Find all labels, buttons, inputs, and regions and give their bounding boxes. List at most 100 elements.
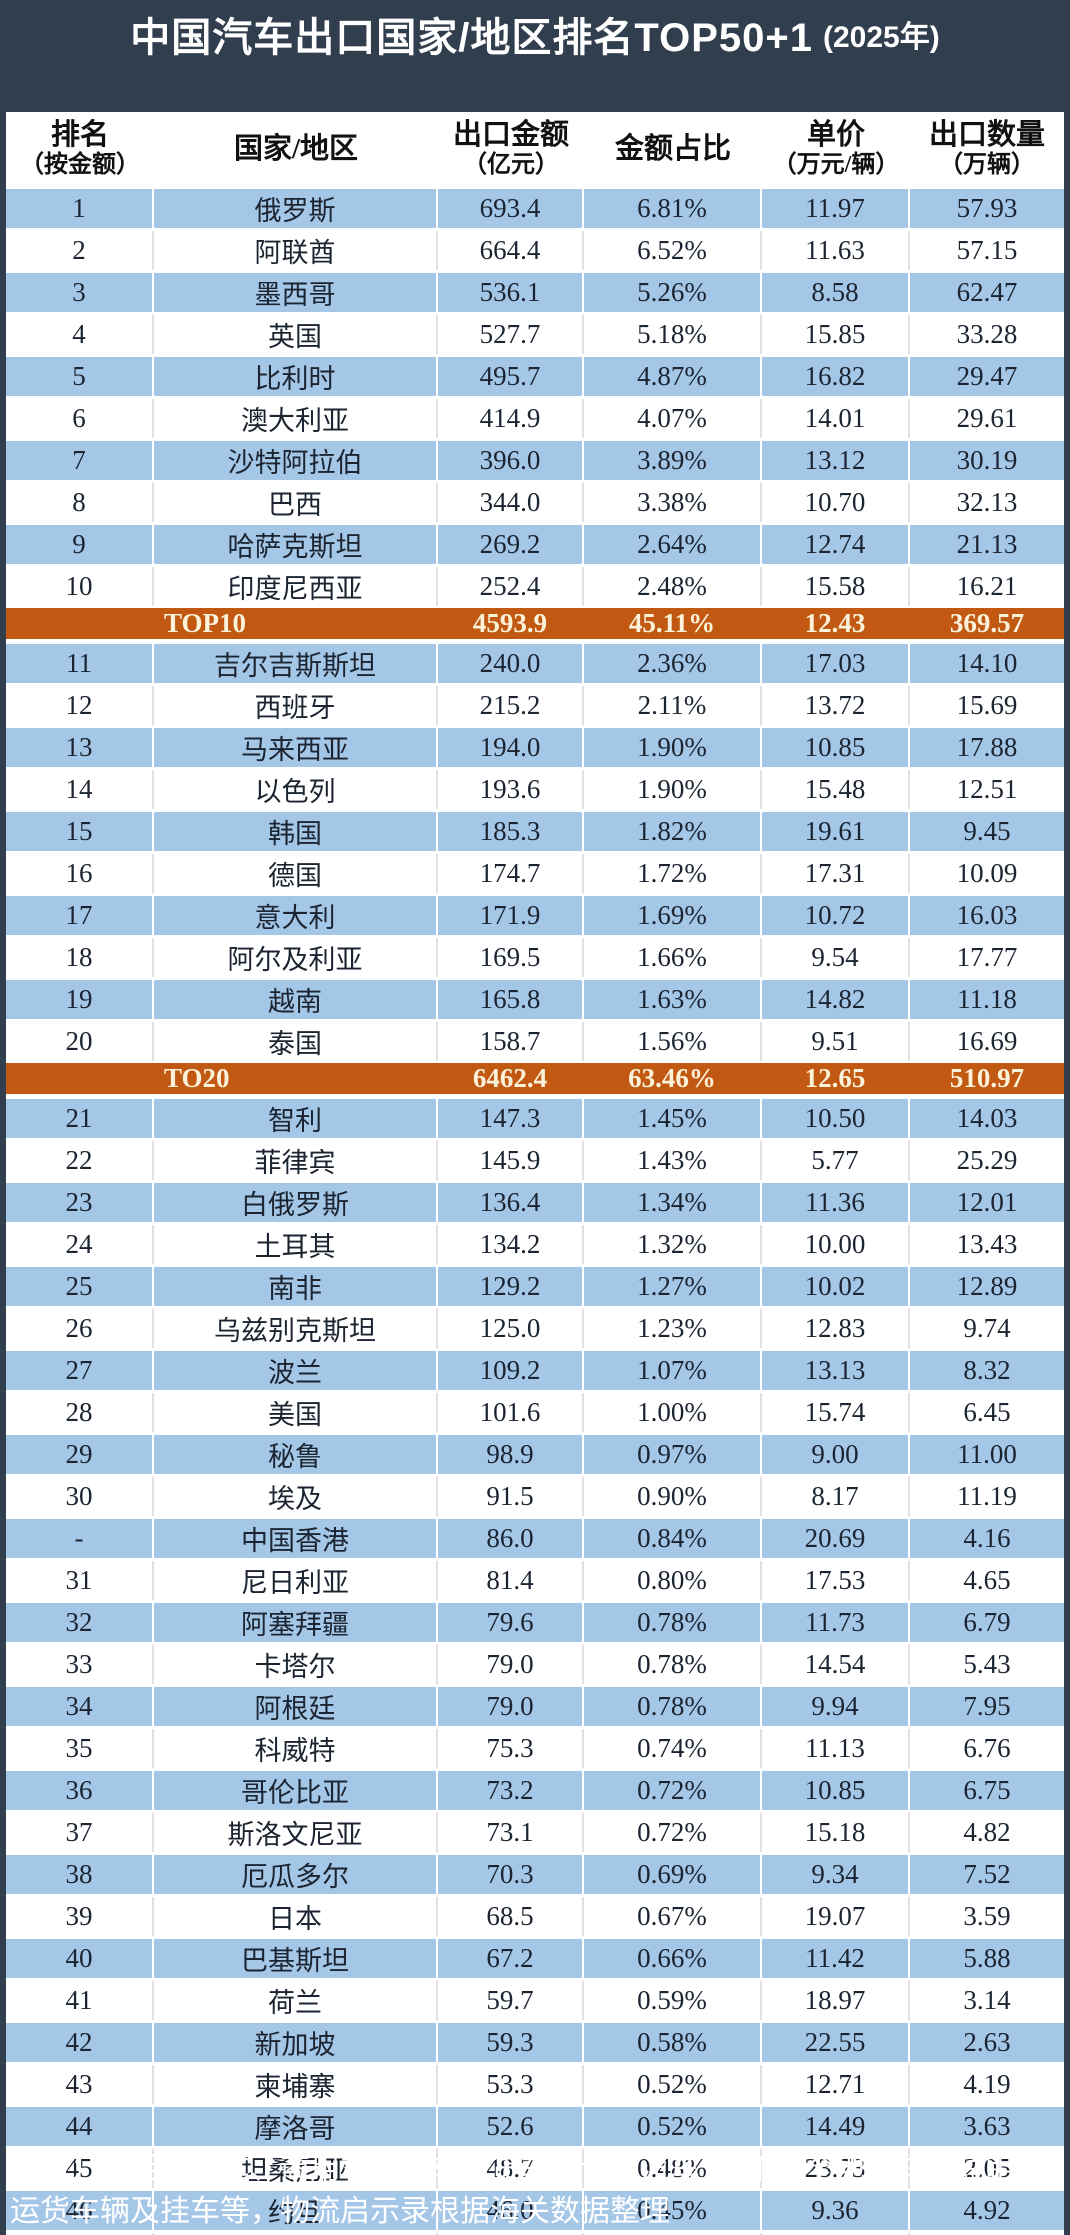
cell-qty: 3.14 <box>963 1985 1011 2015</box>
cell-qty: 3.59 <box>963 1901 1011 1931</box>
cell-name: 以色列 <box>154 770 438 809</box>
table-row: 19 越南 165.8 1.63% 14.82 11.18 <box>6 977 1064 1022</box>
cell-qty: 57.93 <box>956 193 1018 223</box>
cell-share: 0.69% <box>584 1855 762 1894</box>
cell-rank: 39 <box>6 1897 154 1936</box>
cell-name: 美国 <box>154 1393 438 1432</box>
cell-rank: 11 <box>6 644 154 683</box>
cell-name: 阿尔及利亚 <box>154 938 438 977</box>
cell-price: 11.63 <box>762 231 910 270</box>
table-row: 40 巴基斯坦 67.2 0.66% 11.42 5.88 <box>6 1936 1064 1981</box>
cell-price: 10.00 <box>762 1225 910 1264</box>
cell-rank: 36 <box>6 1771 154 1810</box>
cell-rank: 35 <box>6 1729 154 1768</box>
cell-rank: 42 <box>6 2023 154 2062</box>
cell-rank: 4 <box>6 315 154 354</box>
cell-share: 4.07% <box>584 399 762 438</box>
cell-qty: 15.69 <box>956 690 1018 720</box>
table-row: 39 日本 68.5 0.67% 19.07 3.59 <box>6 1897 1064 1936</box>
cell-amount: 185.3 <box>438 812 584 851</box>
cell-name: 斯洛文尼亚 <box>154 1813 438 1852</box>
cell-name: 哈萨克斯坦 <box>154 525 438 564</box>
column-header-4: 单价 （万元/辆） <box>762 112 910 186</box>
table-row: 2 阿联酋 664.4 6.52% 11.63 57.15 <box>6 231 1064 270</box>
cell-amount: 240.0 <box>438 644 584 683</box>
cell-name: 吉布提 <box>154 2233 438 2235</box>
cell-qty: 4.16 <box>963 1523 1011 1553</box>
table-row: 18 阿尔及利亚 169.5 1.66% 9.54 17.77 <box>6 938 1064 977</box>
cell-share: 0.78% <box>584 1603 762 1642</box>
cell-share: 1.23% <box>584 1309 762 1348</box>
cell-qty: 5.43 <box>963 1649 1011 1679</box>
cell-price: 12.74 <box>762 525 910 564</box>
cell-qty: 16.69 <box>956 1026 1018 1056</box>
cell-name: 吉尔吉斯斯坦 <box>154 644 438 683</box>
cell-name: 约旦 <box>154 2191 438 2230</box>
table-row: 12 西班牙 215.2 2.11% 13.72 15.69 <box>6 686 1064 725</box>
cell-rank: 38 <box>6 1855 154 1894</box>
cell-qty: 5.88 <box>963 1943 1011 1973</box>
cell-share: 0.59% <box>584 1981 762 2020</box>
cell-qty: 4.92 <box>963 2195 1011 2225</box>
cell-rank: 2 <box>6 231 154 270</box>
cell-qty: 32.13 <box>956 487 1018 517</box>
cell-rank: 43 <box>6 2065 154 2104</box>
cell-amount: 414.9 <box>438 399 584 438</box>
cell-rank: 9 <box>6 525 154 564</box>
cell-amount: 6462.4 <box>472 1063 548 1093</box>
table-row: 25 南非 129.2 1.27% 10.02 12.89 <box>6 1264 1064 1309</box>
cell-name: 波兰 <box>154 1351 438 1390</box>
cell-price: 10.02 <box>762 1267 910 1306</box>
cell-qty: 12.51 <box>956 774 1018 804</box>
table-row: 13 马来西亚 194.0 1.90% 10.85 17.88 <box>6 725 1064 770</box>
cell-qty: 6.75 <box>963 1775 1011 1805</box>
cell-name: 乌兹别克斯坦 <box>154 1309 438 1348</box>
cell-price: 10.70 <box>762 483 910 522</box>
cell-amount: 45.8 <box>438 2233 584 2235</box>
cell-rank: 18 <box>6 938 154 977</box>
cell-amount: 129.2 <box>438 1267 584 1306</box>
cell-name: 尼日利亚 <box>154 1561 438 1600</box>
table-row: 7 沙特阿拉伯 396.0 3.89% 13.12 30.19 <box>6 438 1064 483</box>
table-row: 46 约旦 46.0 0.45% 9.36 4.92 <box>6 2188 1064 2233</box>
cell-price: 10.85 <box>762 1771 910 1810</box>
cell-amount: 252.4 <box>438 567 584 606</box>
cell-amount: 147.3 <box>438 1099 584 1138</box>
summary-row: TO20 6462.4 63.46% 12.65 510.97 <box>6 1061 1064 1096</box>
column-unit: （万元/辆） <box>772 152 900 178</box>
cell-amount: 215.2 <box>438 686 584 725</box>
cell-price: 9.94 <box>762 1687 910 1726</box>
cell-amount: 70.3 <box>438 1855 584 1894</box>
cell-amount: 53.3 <box>438 2065 584 2104</box>
cell-share: 0.97% <box>584 1435 762 1474</box>
cell-share: 1.00% <box>584 1393 762 1432</box>
cell-rank: 24 <box>6 1225 154 1264</box>
cell-qty: 17.77 <box>956 942 1018 972</box>
cell-name: 沙特阿拉伯 <box>154 441 438 480</box>
cell-rank <box>6 608 154 639</box>
cell-share: 1.34% <box>584 1183 762 1222</box>
cell-name: 巴基斯坦 <box>154 1939 438 1978</box>
cell-qty: 12.89 <box>956 1271 1018 1301</box>
cell-rank: 23 <box>6 1183 154 1222</box>
table-row: 11 吉尔吉斯斯坦 240.0 2.36% 17.03 14.10 <box>6 641 1064 686</box>
cell-price: 12.71 <box>762 2065 910 2104</box>
cell-price: 15.58 <box>762 567 910 606</box>
cell-qty: 21.13 <box>956 529 1018 559</box>
cell-rank: 33 <box>6 1645 154 1684</box>
cell-price: 14.49 <box>762 2107 910 2146</box>
cell-amount: 344.0 <box>438 483 584 522</box>
cell-name: 中国香港 <box>154 1519 438 1558</box>
cell-price: 8.17 <box>762 1477 910 1516</box>
cell-share: 3.38% <box>584 483 762 522</box>
cell-name: 德国 <box>154 854 438 893</box>
footer-note-line-1: 备注：包括乘用车、商用车（客车、货车、专用汽车） 不含全地形车、短距离 <box>10 2153 1045 2186</box>
cell-rank: 21 <box>6 1099 154 1138</box>
cell-share: 0.90% <box>584 1477 762 1516</box>
cell-price: 15.85 <box>762 315 910 354</box>
cell-rank: 22 <box>6 1141 154 1180</box>
cell-amount: 81.4 <box>438 1561 584 1600</box>
cell-name: 摩洛哥 <box>154 2107 438 2146</box>
cell-amount: 73.2 <box>438 1771 584 1810</box>
cell-share: 1.07% <box>584 1351 762 1390</box>
